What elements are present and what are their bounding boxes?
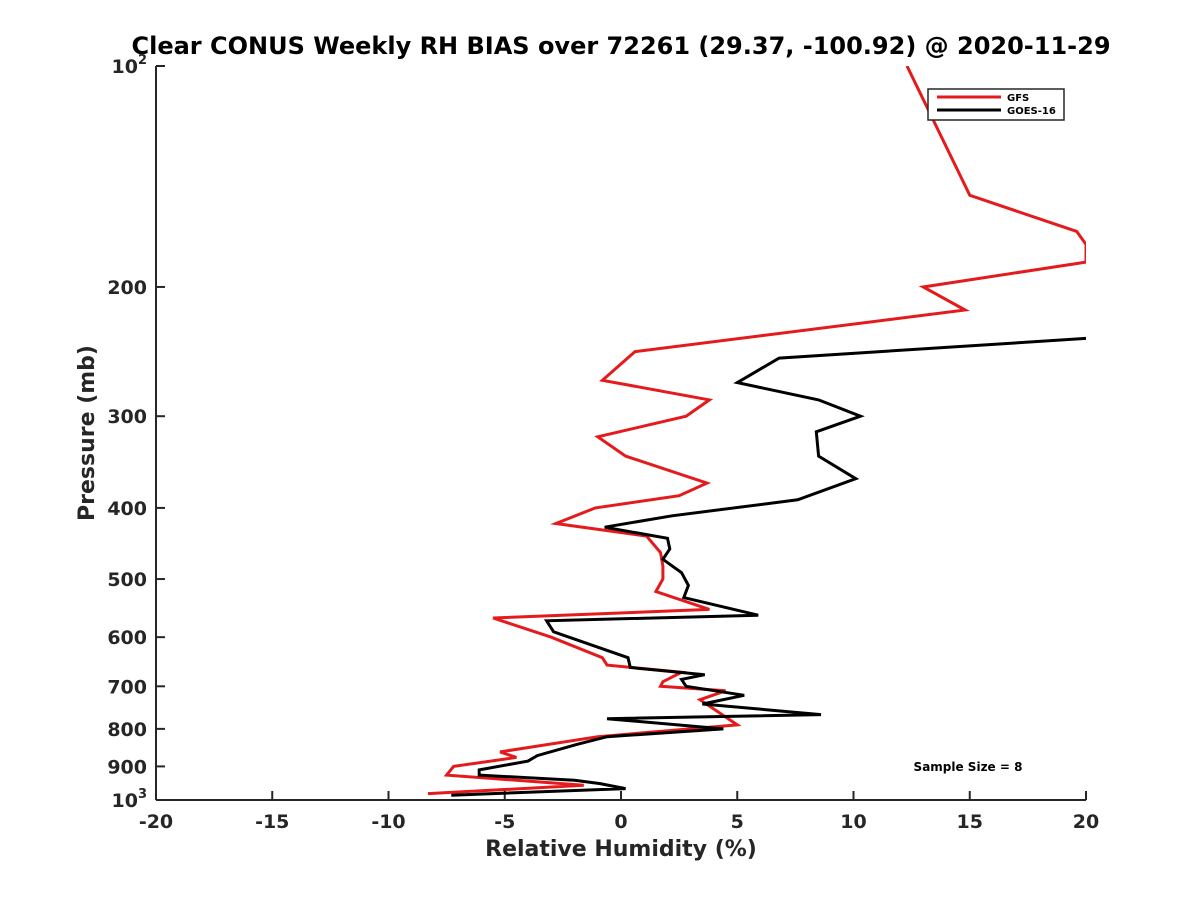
series-layer [427,66,1086,797]
legend: GFS GOES-16 [927,88,1065,121]
x-tick-label: -10 [371,811,405,833]
x-tick-label: 20 [1073,811,1099,833]
y-tick-group: 102 200 300 400 500 600 700 800 900 103 [107,53,165,812]
y-tick-label: 200 [107,277,147,299]
x-axis-label: Relative Humidity (%) [485,837,757,862]
legend-label: GOES-16 [1007,106,1056,117]
sample-size-annotation: Sample Size = 8 [914,760,1023,774]
y-axis-label: Pressure (mb) [75,345,100,521]
x-tick-label: 5 [731,811,744,833]
y-tick-label: 400 [107,498,147,520]
x-tick-label: -15 [255,811,289,833]
x-tick-group: -20 -15 -10 -5 0 5 10 15 20 [139,791,1099,833]
x-tick-label: -5 [494,811,515,833]
x-tick-label: 0 [614,811,627,833]
x-tick-label: 15 [957,811,983,833]
y-tick-label: 600 [107,627,147,649]
y-tick-label: 102 [112,53,148,78]
series-line-gfs [427,66,1086,796]
x-tick-label: -20 [139,811,173,833]
axes-layer [155,66,1086,801]
y-tick-label: 700 [107,676,147,698]
legend-label: GFS [1007,93,1029,104]
y-tick-label: 103 [112,787,148,812]
y-tick-label: 900 [107,756,147,778]
y-tick-label: 300 [107,406,147,428]
x-tick-label: 10 [840,811,866,833]
y-tick-label: 500 [107,569,147,591]
series-line-goes-16 [451,336,1086,797]
legend-box [927,88,1065,121]
y-tick-label: 800 [107,719,147,741]
chart-title: Clear CONUS Weekly RH BIAS over 72261 (2… [131,32,1110,60]
